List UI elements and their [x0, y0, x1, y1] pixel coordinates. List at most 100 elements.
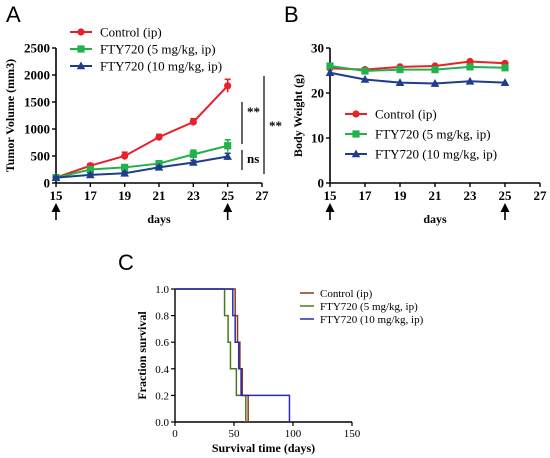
panel-b-data-point [466, 63, 474, 71]
panel-b-data-point [396, 66, 404, 74]
panel-a-y-tick-label: 2500 [24, 41, 50, 56]
panel-a-y-axis-title: Tumor Volume (mm3) [3, 59, 17, 172]
panel-c-x-axis-title: Survival time (days) [212, 441, 315, 455]
panel-b-legend-marker [351, 149, 361, 158]
panel-a-chart: 15 17 19 21 23 25 27 0 500 1000 1500 2000 2500 days Tu… [3, 25, 282, 227]
panel-a-x-tick-label: 23 [187, 188, 201, 203]
panel-a-data-point [224, 82, 232, 90]
panel-b-x-tick-label: 27 [534, 188, 548, 203]
panel-a-data-point [86, 170, 95, 179]
panel-b-y-tick-label: 20 [311, 86, 324, 101]
panel-label-b: B [284, 2, 299, 27]
panel-c-survival-curve [175, 288, 249, 422]
panel-c-legend-label: Control (ip) [320, 288, 373, 300]
panel-b-data-point [500, 78, 510, 86]
panel-a-x-axis-title: days [147, 212, 171, 226]
panel-a-x-tick-label: 15 [50, 188, 64, 203]
panel-c-y-axis-title: Fraction survival [135, 311, 149, 400]
panel-b-legend-label: FTY720 (10 mg/kg, ip) [375, 147, 497, 162]
panel-b-y-tick-label: 30 [311, 41, 324, 56]
panel-a-arrow [223, 203, 233, 220]
panel-a-data-point [86, 165, 94, 174]
panel-c-x-tick-label: 0 [172, 428, 178, 440]
panel-a-legend-label: FTY720 (5 mg/kg, ip) [100, 42, 216, 57]
panel-b-data-point [395, 78, 405, 86]
panel-a-data-point [189, 118, 197, 126]
panel-a-series-line [55, 155, 228, 179]
panel-b-arrow [500, 203, 510, 220]
panel-b-series-line [329, 60, 506, 71]
panel-a-y-tick-label: 1000 [24, 122, 50, 137]
panel-a-x-tick-label: 27 [256, 188, 270, 203]
panel-c-y-tick-label: 0.6 [155, 337, 169, 349]
panel-b-legend-marker [352, 110, 360, 118]
panel-a-data-point [154, 162, 164, 171]
panel-b-data-point [501, 64, 509, 72]
panel-c-chart: 0 50 100 150 0.0 0.2 0.4 0.6 0.8 1.0 Survival time… [135, 284, 424, 455]
panel-c-y-tick-label: 1.0 [155, 284, 169, 296]
panel-b-legend-label: Control (ip) [375, 107, 437, 122]
panel-c-series-2: FTY720 (10 mg/kg, ip) [175, 288, 424, 422]
panel-a-data-point [224, 142, 232, 150]
panel-b-y-tick-label: 0 [318, 176, 325, 191]
panel-a-sig-label: ns [247, 151, 259, 166]
panel-a-data-point [51, 173, 61, 181]
panel-b-x-axis-title: days [423, 212, 447, 226]
panel-c-y-tick-label: 0.8 [155, 311, 169, 323]
panel-b-legend-label: FTY720 (5 mg/kg, ip) [375, 127, 491, 142]
panel-b-data-point [431, 66, 439, 74]
panel-b-arrow-head [325, 203, 335, 212]
panel-a-y-tick-label: 0 [44, 176, 51, 191]
panel-a-sig-label: ** [247, 104, 260, 119]
panel-b-data-point [325, 68, 335, 77]
panel-a-series-2: FTY720 (10 mg/kg, ip) [51, 59, 232, 181]
panel-a-y-tick-label: 2000 [24, 68, 50, 83]
panel-c-y-tick-label: 0.4 [155, 364, 169, 376]
panel-a-y-tick-label: 500 [31, 149, 51, 164]
panel-a-x-tick-label: 21 [153, 188, 166, 203]
panel-c-x-tick-label: 100 [285, 428, 302, 440]
panel-a-data-point [223, 152, 232, 160]
panel-a-legend-marker [77, 28, 85, 36]
panel-b-y-tick-label: 10 [311, 131, 324, 146]
panel-b-x-tick-label: 25 [499, 188, 513, 203]
panel-a-arrow-head [223, 203, 233, 212]
panel-a-data-point [189, 157, 198, 166]
panel-c-legend-label: FTY720 (5 mg/kg, ip) [320, 301, 418, 313]
panel-a-data-point [189, 150, 197, 158]
panel-c-survival-curve [175, 288, 291, 422]
panel-b-data-point [326, 62, 334, 70]
panel-a-x-tick-label: 19 [118, 188, 132, 203]
panel-label-c: C [118, 250, 134, 275]
panel-b-data-point [360, 75, 370, 83]
panel-c-legend-label: FTY720 (10 mg/kg, ip) [320, 314, 424, 326]
panel-b-x-tick-label: 23 [464, 188, 478, 203]
panel-a-arrow-head [51, 203, 61, 212]
panel-a-x-tick-label: 25 [221, 188, 235, 203]
panel-a-data-point [121, 163, 129, 171]
panel-b-series-line [329, 71, 506, 85]
panel-a-series-line [55, 85, 229, 179]
panel-b-series-line [329, 65, 506, 72]
panel-c-series-1: FTY720 (5 mg/kg, ip) [175, 288, 418, 422]
panel-a-legend-label: FTY720 (10 mg/kg, ip) [100, 59, 222, 74]
panel-b-chart: 15 17 19 21 23 25 27 0 10 20 30 days Body Weight (g)… [291, 41, 547, 227]
panel-a-legend-marker [77, 45, 85, 53]
panel-c-y-tick-label: 0.2 [155, 390, 169, 402]
panel-a-series-line [55, 144, 228, 179]
panel-a-data-point [120, 168, 129, 177]
panel-c-survival-curve [175, 288, 247, 422]
panel-b-x-tick-label: 21 [429, 188, 442, 203]
panel-b-data-point [361, 67, 369, 75]
panel-a-data-point [155, 133, 163, 141]
panel-label-a: A [6, 2, 21, 27]
panel-b-y-axis-title: Body Weight (g) [291, 74, 305, 157]
panel-b-x-tick-label: 15 [324, 188, 338, 203]
panel-b-data-point [465, 76, 475, 85]
panel-a-y-tick-label: 1500 [24, 95, 50, 110]
panel-b-x-tick-label: 19 [394, 188, 408, 203]
panel-c-y-tick-label: 0.0 [155, 417, 169, 429]
panel-a-x-tick-label: 17 [84, 188, 98, 203]
panel-b-arrow [325, 203, 335, 220]
